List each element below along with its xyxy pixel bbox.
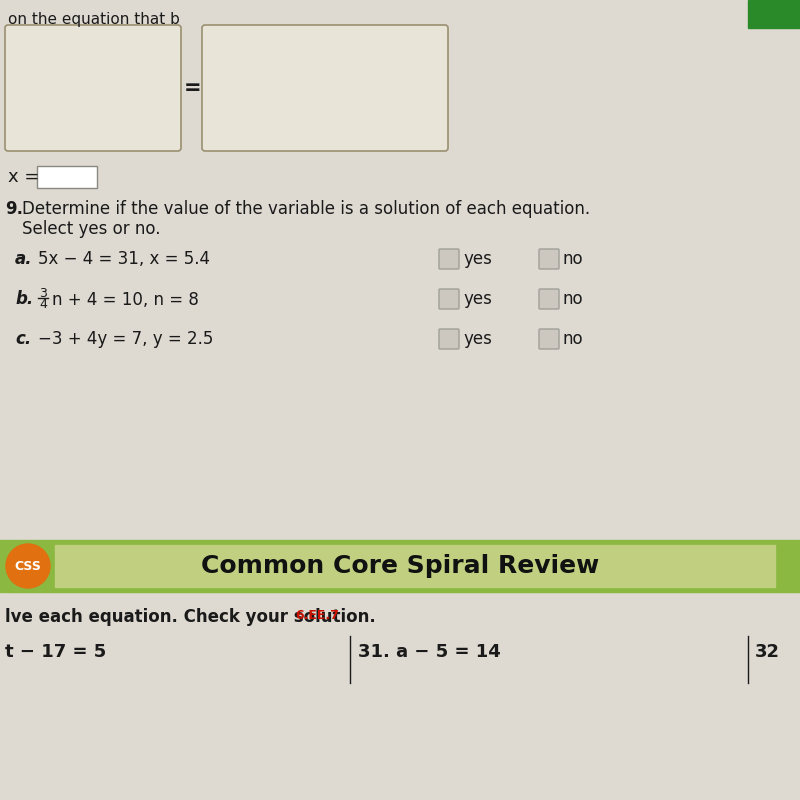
FancyBboxPatch shape <box>202 25 448 151</box>
Text: 4: 4 <box>39 298 47 311</box>
Text: n + 4 = 10, n = 8: n + 4 = 10, n = 8 <box>52 291 199 309</box>
Bar <box>748 0 800 28</box>
Text: no: no <box>563 250 584 268</box>
Text: b.: b. <box>15 290 34 308</box>
Text: on the equation that b: on the equation that b <box>8 12 180 27</box>
FancyBboxPatch shape <box>539 289 559 309</box>
Text: Common Core Spiral Review: Common Core Spiral Review <box>201 554 599 578</box>
Text: CSS: CSS <box>14 559 42 573</box>
Text: t − 17 = 5: t − 17 = 5 <box>5 643 106 661</box>
FancyBboxPatch shape <box>539 249 559 269</box>
FancyBboxPatch shape <box>5 25 181 151</box>
Text: yes: yes <box>463 250 492 268</box>
FancyBboxPatch shape <box>439 249 459 269</box>
Text: −3 + 4y = 7, y = 2.5: −3 + 4y = 7, y = 2.5 <box>38 330 214 348</box>
Text: x =: x = <box>8 168 39 186</box>
Text: Determine if the value of the variable is a solution of each equation.: Determine if the value of the variable i… <box>22 200 590 218</box>
Text: 5x − 4 = 31, x = 5.4: 5x − 4 = 31, x = 5.4 <box>38 250 210 268</box>
Text: 6.EE.7: 6.EE.7 <box>295 609 339 622</box>
Text: 9.: 9. <box>5 200 23 218</box>
Bar <box>55 545 775 587</box>
Text: a.: a. <box>15 250 33 268</box>
Text: yes: yes <box>463 290 492 308</box>
Bar <box>0 540 800 592</box>
Text: no: no <box>563 290 584 308</box>
FancyBboxPatch shape <box>439 329 459 349</box>
Text: 32: 32 <box>755 643 780 661</box>
Circle shape <box>6 544 50 588</box>
FancyBboxPatch shape <box>37 166 97 188</box>
Text: =: = <box>184 78 202 98</box>
Text: c.: c. <box>15 330 31 348</box>
Text: lve each equation. Check your solution.: lve each equation. Check your solution. <box>5 608 376 626</box>
Text: 31. a − 5 = 14: 31. a − 5 = 14 <box>358 643 501 661</box>
Text: no: no <box>563 330 584 348</box>
Text: 3: 3 <box>39 287 47 300</box>
FancyBboxPatch shape <box>439 289 459 309</box>
FancyBboxPatch shape <box>539 329 559 349</box>
Text: Select yes or no.: Select yes or no. <box>22 220 161 238</box>
Text: yes: yes <box>463 330 492 348</box>
